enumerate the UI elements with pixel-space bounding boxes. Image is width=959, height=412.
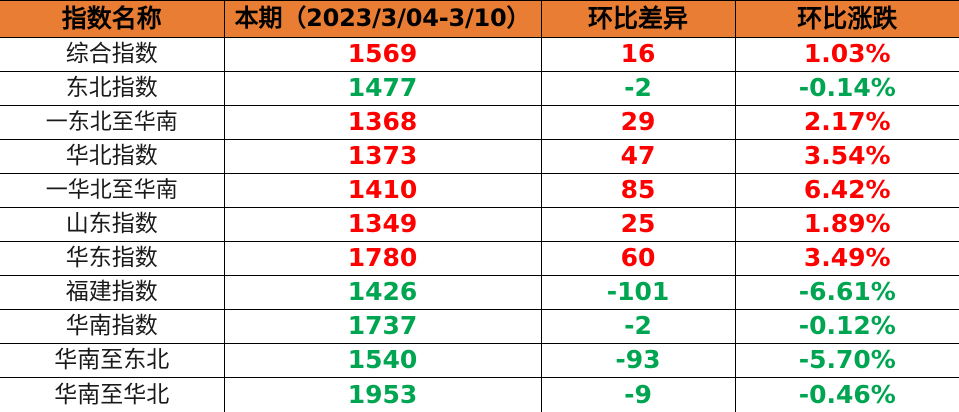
cell-current-value: 1373	[223, 139, 542, 174]
cell-index-name: 福建指数	[0, 275, 225, 310]
table-row: 华南至华北 1953 -9 -0.46%	[0, 377, 959, 412]
cell-mom-change: 2.17%	[734, 105, 959, 140]
table-row: 山东指数 1349 25 1.89%	[0, 207, 959, 242]
cell-mom-difference: -101	[540, 275, 736, 310]
column-header-mom-difference: 环比差异	[540, 0, 736, 38]
table-row: 华南指数 1737 -2 -0.12%	[0, 309, 959, 344]
table-row: 华东指数 1780 60 3.49%	[0, 241, 959, 276]
cell-mom-change: 6.42%	[734, 173, 959, 208]
cell-current-value: 1540	[223, 343, 542, 378]
cell-mom-difference: -93	[540, 343, 736, 378]
cell-current-value: 1477	[223, 71, 542, 106]
table-row: 华北指数 1373 47 3.54%	[0, 139, 959, 174]
cell-current-value: 1426	[223, 275, 542, 310]
cell-mom-change: 3.54%	[734, 139, 959, 174]
cell-current-value: 1410	[223, 173, 542, 208]
cell-mom-change: -5.70%	[734, 343, 959, 378]
cell-mom-difference: 25	[540, 207, 736, 242]
column-header-index-name: 指数名称	[0, 0, 225, 38]
cell-current-value: 1953	[223, 377, 542, 412]
cell-index-name: 华东指数	[0, 241, 225, 276]
table-header: 指数名称 本期（2023/3/04-3/10） 环比差异 环比涨跌	[0, 0, 959, 38]
cell-mom-change: -6.61%	[734, 275, 959, 310]
cell-mom-change: -0.12%	[734, 309, 959, 344]
cell-index-name: 一华北至华南	[0, 173, 225, 208]
table-row: 东北指数 1477 -2 -0.14%	[0, 71, 959, 106]
cell-current-value: 1349	[223, 207, 542, 242]
cell-mom-difference: -9	[540, 377, 736, 412]
cell-index-name: 华南至华北	[0, 377, 225, 412]
cell-index-name: 华南指数	[0, 309, 225, 344]
table-row: 综合指数 1569 16 1.03%	[0, 37, 959, 72]
cell-mom-difference: -2	[540, 309, 736, 344]
cell-index-name: 华北指数	[0, 139, 225, 174]
cell-index-name: 综合指数	[0, 37, 225, 72]
table-row: 一东北至华南 1368 29 2.17%	[0, 105, 959, 140]
cell-index-name: 华南至东北	[0, 343, 225, 378]
column-header-mom-change: 环比涨跌	[734, 0, 959, 38]
cell-mom-difference: -2	[540, 71, 736, 106]
cell-current-value: 1569	[223, 37, 542, 72]
cell-mom-change: -0.14%	[734, 71, 959, 106]
cell-index-name: 东北指数	[0, 71, 225, 106]
table-row: 华南至东北 1540 -93 -5.70%	[0, 343, 959, 378]
table-body: 综合指数 1569 16 1.03% 东北指数 1477 -2 -0.14% 一东北至华南 136…	[0, 37, 959, 412]
cell-current-value: 1368	[223, 105, 542, 140]
cell-mom-change: -0.46%	[734, 377, 959, 412]
cell-index-name: 一东北至华南	[0, 105, 225, 140]
column-header-current-period: 本期（2023/3/04-3/10）	[223, 0, 542, 38]
cell-current-value: 1737	[223, 309, 542, 344]
cell-mom-difference: 47	[540, 139, 736, 174]
cell-mom-difference: 60	[540, 241, 736, 276]
cell-index-name: 山东指数	[0, 207, 225, 242]
table-row: 一华北至华南 1410 85 6.42%	[0, 173, 959, 208]
cell-mom-difference: 85	[540, 173, 736, 208]
header-row: 指数名称 本期（2023/3/04-3/10） 环比差异 环比涨跌	[0, 0, 959, 38]
cell-mom-change: 3.49%	[734, 241, 959, 276]
table-row: 福建指数 1426 -101 -6.61%	[0, 275, 959, 310]
cell-mom-change: 1.03%	[734, 37, 959, 72]
cell-mom-change: 1.89%	[734, 207, 959, 242]
cell-current-value: 1780	[223, 241, 542, 276]
cell-mom-difference: 29	[540, 105, 736, 140]
cell-mom-difference: 16	[540, 37, 736, 72]
